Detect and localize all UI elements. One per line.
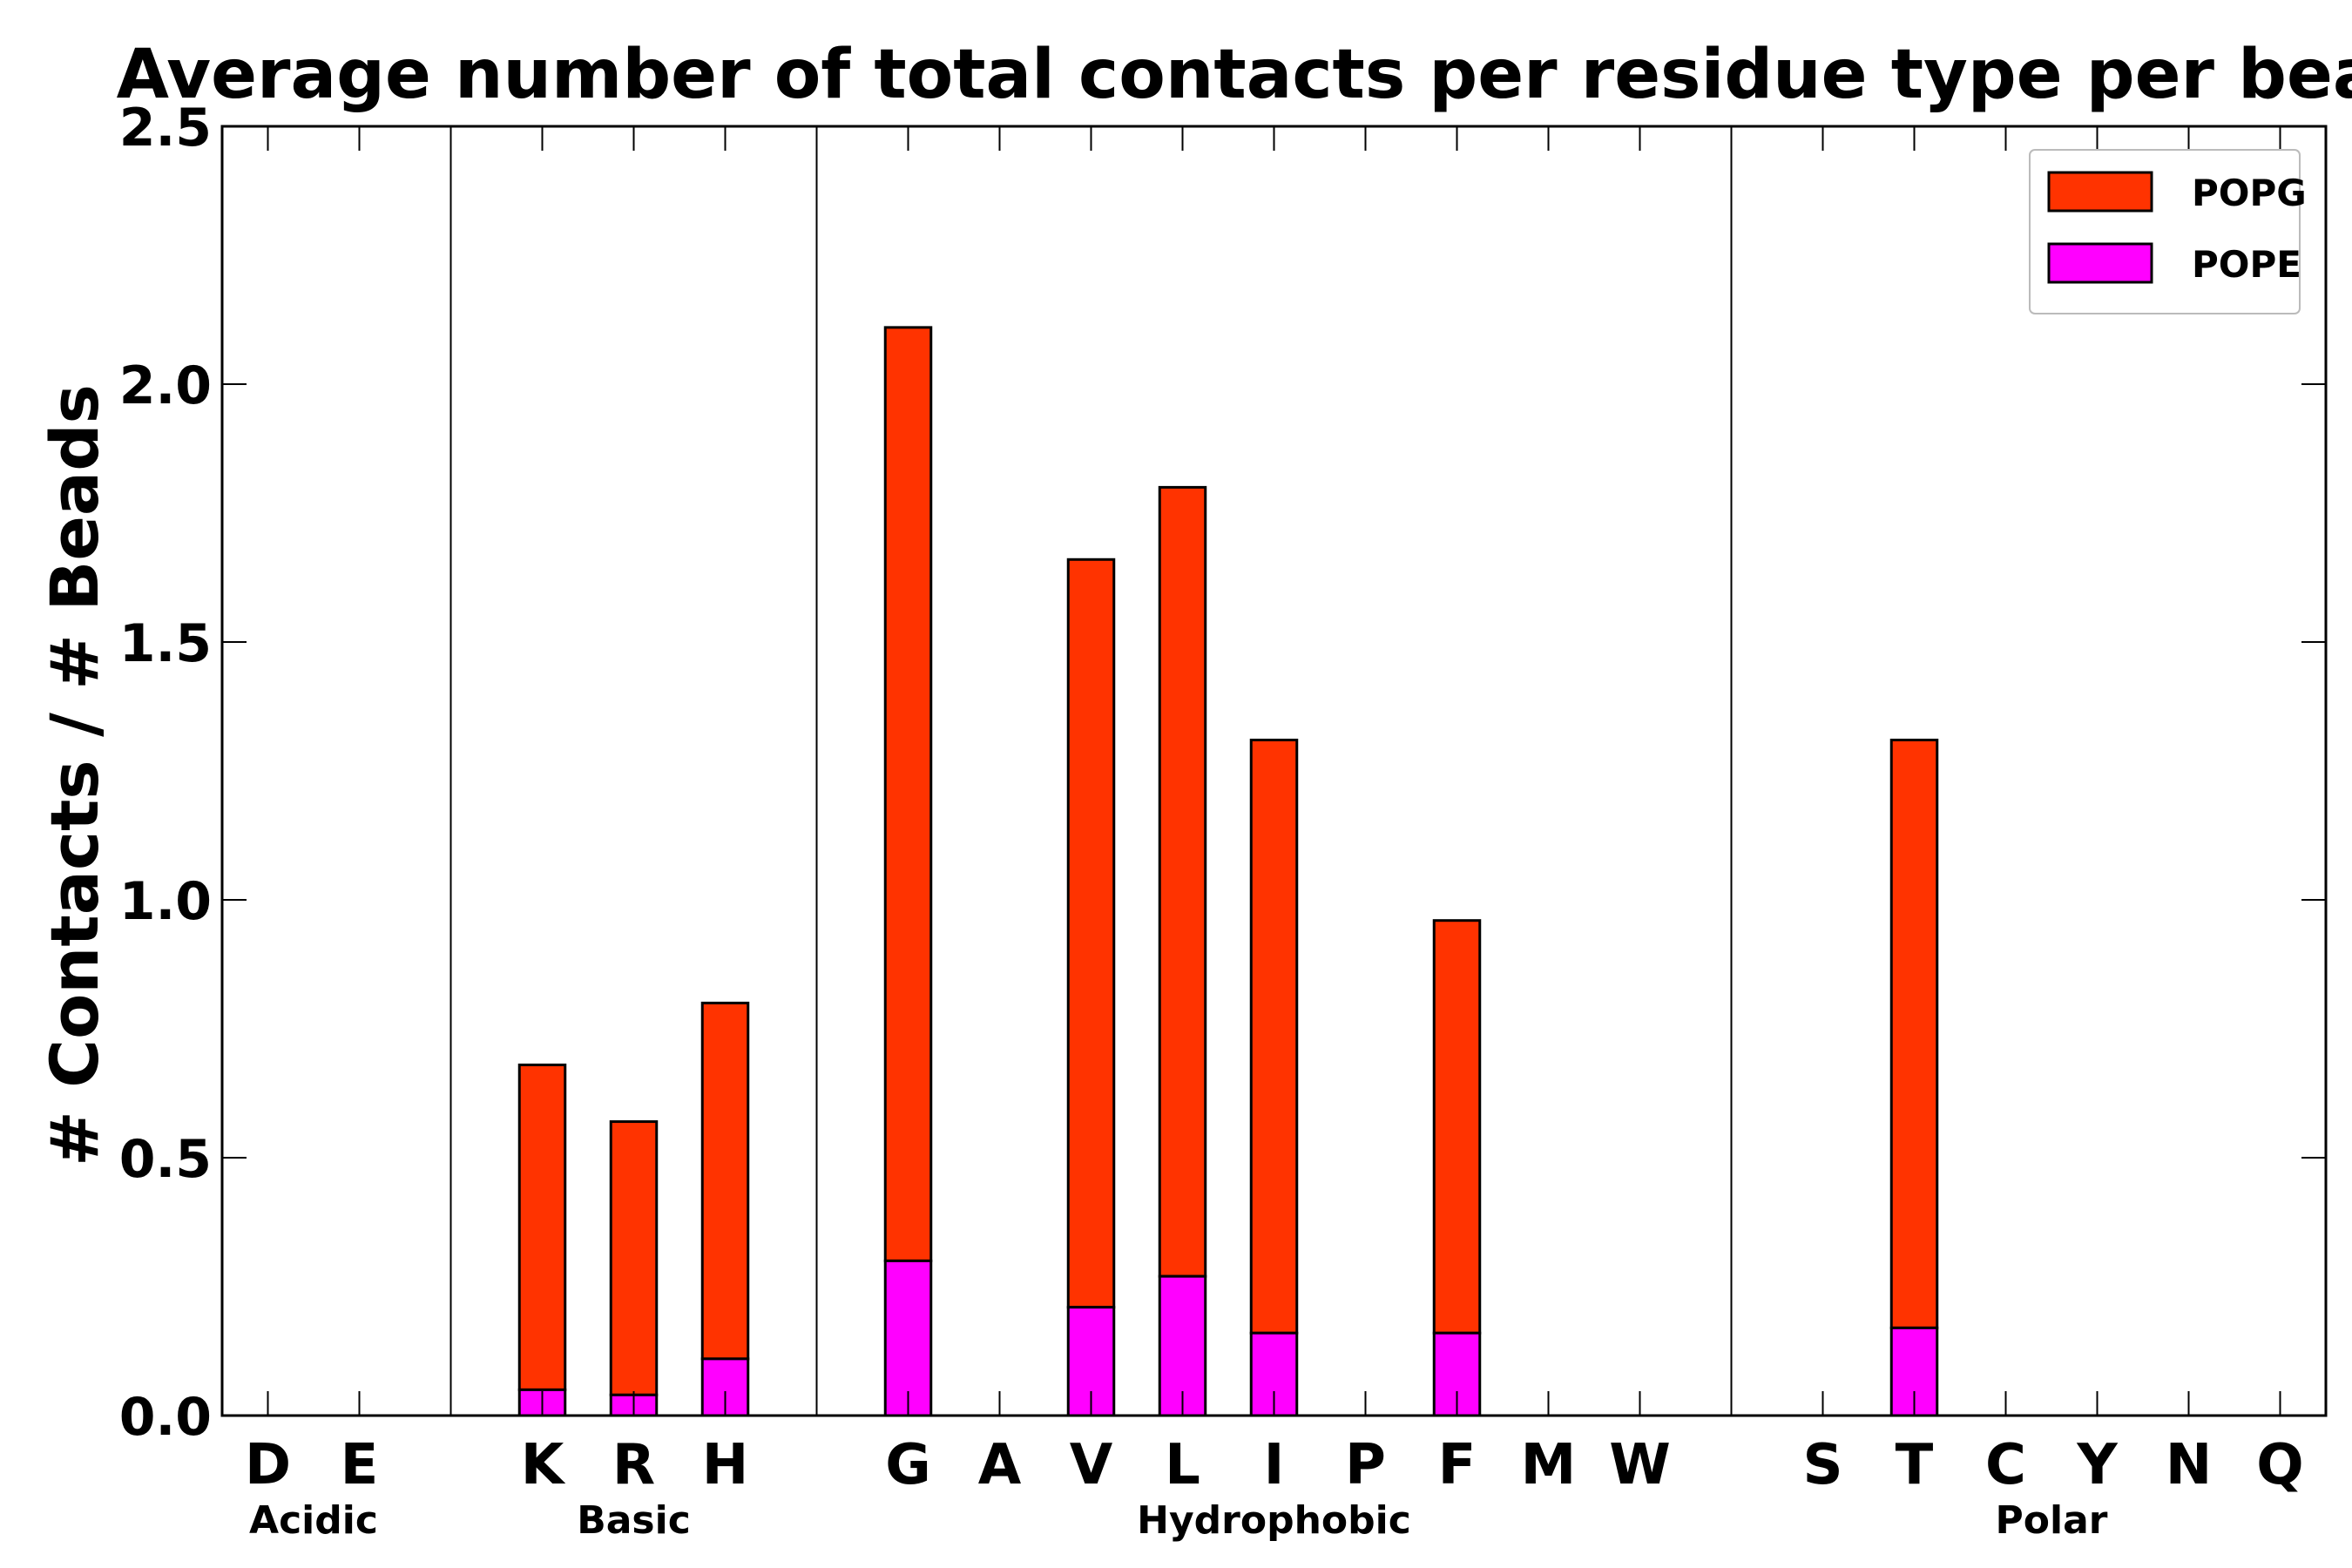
y-tick-label: 0.5 [119,1129,212,1190]
x-tick-label-c: C [1985,1433,2026,1497]
x-tick-label-e: E [341,1433,379,1497]
y-axis-label: # Contacts / # Beads [36,384,113,1166]
bar-popg-l [1158,485,1207,1278]
y-tick-label: 2.5 [119,98,212,159]
x-tick-label-s: S [1802,1433,1842,1497]
y-tick-label: 1.0 [119,871,212,932]
x-tick-label-l: L [1165,1433,1200,1497]
y-tick-label: 1.5 [119,613,212,674]
bar-popg-h [700,1001,750,1361]
legend-swatch-popg [2047,171,2153,213]
y-tick-label: 2.0 [119,355,212,416]
x-tick-label-i: I [1264,1433,1285,1497]
x-tick-label-d: D [245,1433,291,1497]
x-tick-label-q: Q [2256,1433,2303,1497]
x-tick-label-v: V [1070,1433,1113,1497]
x-tick-label-t: T [1896,1433,1934,1497]
legend-label-pope: POPE [2192,243,2301,286]
bar-popg-i [1249,738,1299,1335]
x-tick-label-n: N [2166,1433,2213,1497]
x-tick-label-m: M [1521,1433,1577,1497]
x-tick-label-p: P [1345,1433,1386,1497]
bar-pope-g [883,1259,933,1417]
group-label-polar: Polar [1996,1498,2108,1543]
plot-area: 0.0 0.5 1.0 1.5 2.0 2.5 D E K R H G A V L I P F M W S T C Y N Q Ac… [119,98,2328,1543]
x-tick-label-a: A [978,1433,1022,1497]
group-label-acidic: Acidic [249,1498,378,1543]
x-tick-label-k: K [521,1433,566,1497]
group-label-basic: Basic [577,1498,691,1543]
x-tick-label-g: G [885,1433,931,1497]
group-label-hydrophobic: Hydrophobic [1137,1498,1411,1543]
bar-popg-r [609,1120,659,1396]
bar-popg-v [1066,558,1116,1309]
bar-popg-t [1889,738,1939,1329]
x-tick-label-h: H [702,1433,749,1497]
bar-popg-k [517,1063,567,1391]
x-tick-label-r: R [612,1433,655,1497]
bar-popg-g [883,326,933,1262]
bar-popg-f [1432,919,1482,1335]
x-tick-label-y: Y [2076,1433,2118,1497]
legend-label-popg: POPG [2192,172,2307,214]
legend-swatch-pope [2047,242,2153,284]
x-tick-label-f: F [1438,1433,1477,1497]
chart-title: Average number of total contacts per res… [117,36,2352,114]
y-tick-label: 0.0 [119,1387,212,1448]
x-tick-label-w: W [1609,1433,1671,1497]
